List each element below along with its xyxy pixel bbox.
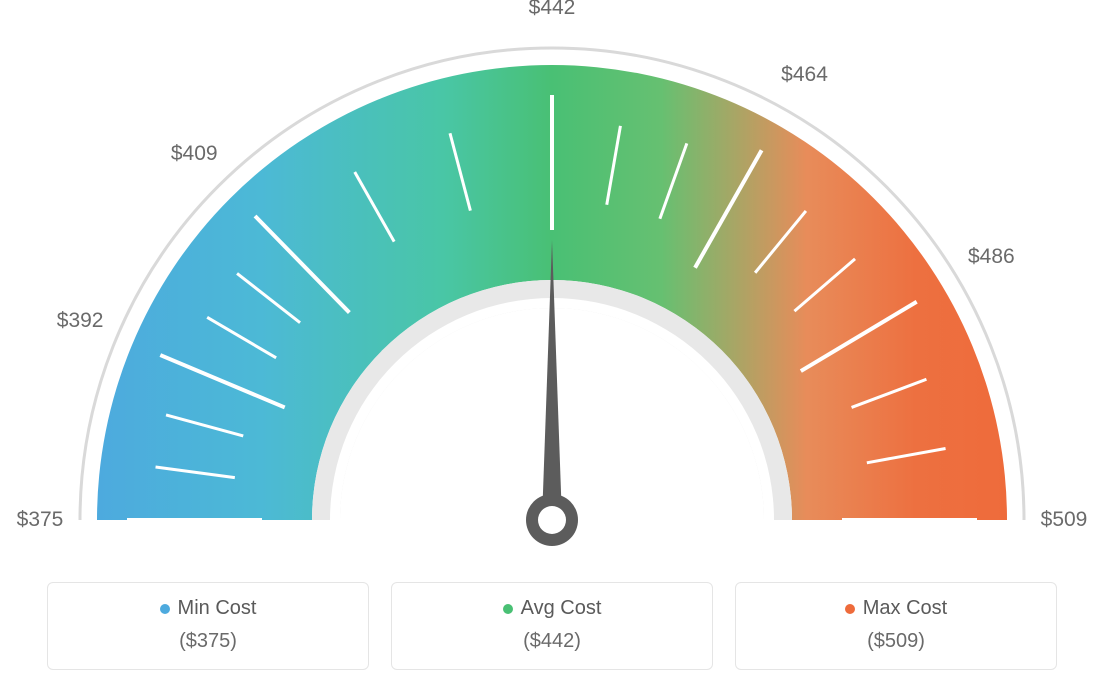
legend-label-max: Max Cost <box>863 597 947 620</box>
legend-card-min: Min Cost ($375) <box>47 582 369 670</box>
legend-card-max: Max Cost ($509) <box>735 582 1057 670</box>
gauge-tick-label: $442 <box>529 0 576 20</box>
legend-dot-min <box>160 604 170 614</box>
legend-card-avg: Avg Cost ($442) <box>391 582 713 670</box>
legend-row: Min Cost ($375) Avg Cost ($442) Max Cost… <box>0 582 1104 670</box>
gauge-tick-label: $409 <box>171 142 218 166</box>
legend-dot-max <box>845 604 855 614</box>
gauge-tick-label: $464 <box>781 63 828 87</box>
legend-title-avg: Avg Cost <box>503 597 602 620</box>
gauge-tick-label: $509 <box>1041 508 1088 532</box>
cost-gauge-container: $375 $392 $409 $442 $464 $486 $509 Min Cost ($… <box>0 0 1104 690</box>
legend-title-max: Max Cost <box>845 597 947 620</box>
legend-value-min: ($375) <box>48 630 368 653</box>
legend-title-min: Min Cost <box>160 597 257 620</box>
legend-dot-avg <box>503 604 513 614</box>
legend-label-avg: Avg Cost <box>521 597 602 620</box>
gauge-tick-label: $375 <box>17 508 64 532</box>
legend-value-max: ($509) <box>736 630 1056 653</box>
legend-value-avg: ($442) <box>392 630 712 653</box>
legend-label-min: Min Cost <box>178 597 257 620</box>
gauge-tick-label: $392 <box>57 309 104 333</box>
gauge-chart: $375 $392 $409 $442 $464 $486 $509 <box>0 0 1104 580</box>
gauge-tick-label: $486 <box>968 245 1015 269</box>
